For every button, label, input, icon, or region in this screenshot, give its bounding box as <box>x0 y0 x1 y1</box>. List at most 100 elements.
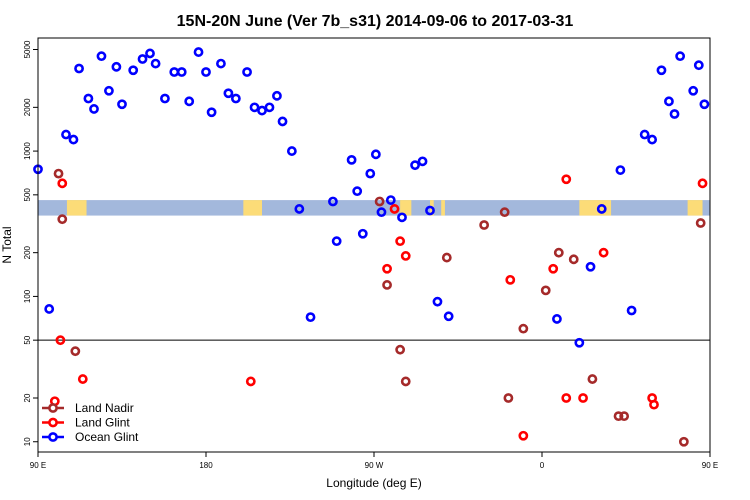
point-ocean-glint <box>145 48 155 59</box>
point-ocean-glint <box>376 207 387 218</box>
point-ocean-glint <box>74 63 84 74</box>
point-ocean-glint <box>160 93 170 104</box>
point-ocean-glint <box>656 65 667 76</box>
point-land-glint <box>245 376 256 387</box>
x-tick-label: 90 E <box>702 461 718 470</box>
point-ocean-glint <box>346 154 357 165</box>
point-land-nadir <box>613 411 624 422</box>
point-ocean-glint <box>117 99 127 110</box>
point-ocean-glint <box>193 47 204 57</box>
point-ocean-glint <box>201 67 211 77</box>
point-land-nadir <box>568 254 579 265</box>
point-ocean-glint <box>104 85 114 96</box>
point-land-nadir <box>441 252 452 263</box>
legend-label: Land Nadir <box>75 401 134 415</box>
point-ocean-glint <box>664 96 674 107</box>
land-segment <box>400 200 412 216</box>
point-land-nadir <box>678 436 689 447</box>
point-ocean-glint <box>249 102 260 113</box>
point-land-glint <box>578 393 588 403</box>
point-ocean-glint <box>61 129 71 140</box>
point-land-glint <box>505 274 516 285</box>
x-axis: 90 E 180 90 W 0 90 E <box>30 452 718 470</box>
point-land-nadir <box>374 196 385 207</box>
point-land-nadir <box>400 376 411 387</box>
point-land-glint <box>77 374 88 384</box>
point-ocean-glint <box>137 54 148 64</box>
x-axis-title: Longitude (deg E) <box>326 476 421 490</box>
point-land-glint <box>389 204 400 214</box>
point-ocean-glint <box>669 109 680 119</box>
y-tick-label: 100 <box>23 289 32 303</box>
point-land-glint <box>400 251 411 261</box>
legend-label: Ocean Glint <box>75 430 139 444</box>
point-land-nadir <box>619 411 630 422</box>
point-land-nadir <box>479 220 490 230</box>
point-ocean-glint <box>585 261 596 272</box>
point-land-glint <box>518 430 529 441</box>
y-axis-title: N Total <box>0 226 14 263</box>
x-tick-label: 90 W <box>365 461 384 470</box>
point-land-glint <box>697 178 708 189</box>
point-land-glint <box>561 393 572 403</box>
point-land-nadir <box>695 218 706 228</box>
point-land-nadir <box>499 207 510 218</box>
land-ocean-band <box>38 200 710 216</box>
point-land-nadir <box>70 346 81 357</box>
point-land-glint <box>598 247 609 258</box>
y-tick-label: 20 <box>23 393 32 402</box>
y-tick-label: 5000 <box>23 40 32 58</box>
point-ocean-glint <box>264 102 275 113</box>
point-land-nadir <box>587 374 598 384</box>
point-ocean-glint <box>626 305 637 316</box>
point-land-glint <box>55 335 66 346</box>
legend-marker <box>48 432 58 442</box>
point-ocean-glint <box>443 311 454 322</box>
point-ocean-glint <box>272 90 282 101</box>
point-land-nadir <box>540 285 551 296</box>
y-tick-label: 50 <box>23 335 32 344</box>
point-ocean-glint <box>417 156 428 167</box>
y-axis: 10 20 50 100 200 500 1000 2000 5000 <box>23 40 38 446</box>
point-land-nadir <box>503 393 514 403</box>
point-ocean-glint <box>410 160 420 171</box>
point-ocean-glint <box>552 314 562 324</box>
point-ocean-glint <box>385 195 396 205</box>
point-ocean-glint <box>425 205 435 216</box>
point-ocean-glint <box>223 88 234 99</box>
point-ocean-glint <box>96 51 107 62</box>
point-land-nadir <box>518 323 529 334</box>
point-ocean-glint <box>242 67 252 77</box>
y-tick-label: 10 <box>23 437 32 446</box>
point-ocean-glint <box>352 186 363 197</box>
point-ocean-glint <box>688 85 699 96</box>
point-land-nadir <box>553 247 564 258</box>
point-ocean-glint <box>294 204 305 214</box>
point-ocean-glint <box>184 96 195 107</box>
point-ocean-glint <box>111 61 122 72</box>
point-ocean-glint <box>328 196 338 207</box>
legend-item-land-glint: Land Glint <box>42 416 130 430</box>
point-ocean-glint <box>647 134 658 145</box>
chart-title: 15N-20N June (Ver 7b_s31) 2014-09-06 to … <box>177 13 574 30</box>
point-ocean-glint <box>615 165 626 175</box>
point-ocean-glint <box>574 337 585 348</box>
point-ocean-glint <box>128 65 139 76</box>
point-ocean-glint <box>83 93 94 104</box>
data-points <box>33 47 710 447</box>
point-land-glint <box>382 263 392 274</box>
point-ocean-glint <box>693 60 704 71</box>
point-ocean-glint <box>639 129 650 140</box>
legend-marker <box>48 417 58 428</box>
point-ocean-glint <box>331 236 342 247</box>
point-land-nadir <box>57 214 68 225</box>
legend-marker <box>48 403 58 413</box>
point-land-glint <box>649 399 659 410</box>
point-land-nadir <box>53 168 64 179</box>
y-tick-label: 2000 <box>23 98 32 116</box>
point-ocean-glint <box>432 296 443 307</box>
point-land-glint <box>561 174 572 185</box>
